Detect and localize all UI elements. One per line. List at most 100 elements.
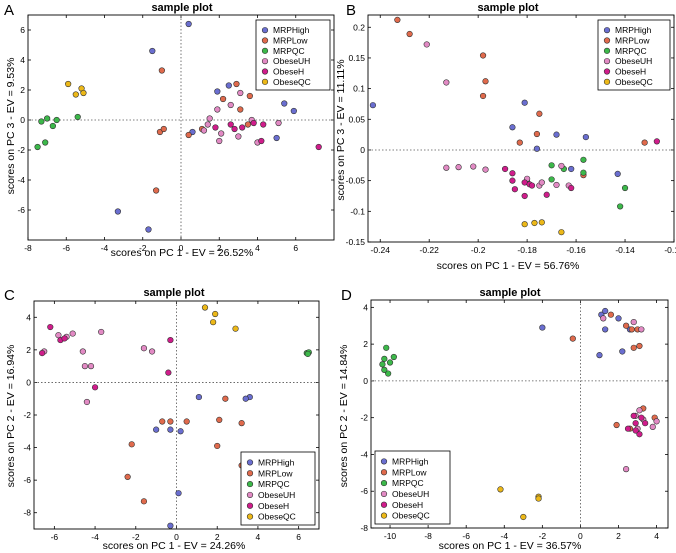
data-point-obeseuh: [200, 127, 208, 134]
data-point-mrpqc: [580, 156, 587, 163]
data-point-mrphigh: [553, 131, 560, 138]
legend-box: [240, 451, 316, 526]
data-point-mrpqc: [385, 370, 392, 377]
legend-label-mrphigh: MRPHigh: [392, 456, 429, 466]
data-point-mrplow: [607, 311, 614, 318]
panel-a-xlabel: scores on PC 1 - EV = 26.52%: [111, 247, 254, 259]
data-point-mrplow: [613, 421, 620, 429]
data-point-mrplow: [219, 95, 227, 103]
data-point-mrplow: [636, 342, 643, 350]
data-point-obeseuh: [443, 79, 450, 86]
data-point-mrplow: [406, 30, 413, 38]
legend-label-mrphigh: MRPHigh: [258, 457, 295, 467]
legend-marker-obeseh: [246, 502, 254, 509]
data-point-obeseh: [509, 177, 516, 184]
x-tick-label: -0.16: [566, 245, 586, 255]
y-tick-label: 0.05: [348, 114, 365, 124]
data-point-mrplow: [183, 418, 190, 425]
data-point-obeseuh: [600, 315, 607, 322]
data-point-obeseqc: [201, 304, 209, 311]
x-tick-label: -10: [384, 531, 397, 541]
legend-label-mrplow: MRPLow: [258, 468, 293, 478]
panel-b-xlabel: scores on PC 1 - EV = 56.76%: [437, 260, 580, 272]
data-point-obeseh: [528, 182, 536, 189]
data-point-obeseuh: [227, 101, 234, 109]
data-point-obeseuh: [623, 466, 630, 473]
legend-label-obeseqc: ObeseQC: [258, 512, 296, 522]
legend-box: [374, 450, 451, 525]
legend-label-mrpqc: MRPQC: [273, 46, 305, 56]
data-point-mrplow: [222, 395, 229, 402]
legend-label-obeseuh: ObeseUH: [615, 56, 652, 66]
x-tick-label: -0.18: [517, 245, 537, 255]
data-point-obeseuh: [235, 133, 242, 140]
data-point-obeseh: [509, 170, 516, 177]
panel-b-ticks: -0.24 -0.22 -0.2 -0.18 -0.16 -0.14 -0.12 -0.15 -…: [346, 15, 676, 255]
legend-label-obeseh: ObeseH: [273, 67, 304, 77]
x-tick-label: -0.12: [664, 245, 676, 255]
y-tick-label: -0.1: [350, 206, 365, 216]
x-tick-label: -0.14: [615, 245, 635, 255]
legend-label-obeseuh: ObeseUH: [273, 56, 310, 66]
data-point-obeseqc: [212, 310, 219, 318]
data-point-mrpqc: [49, 122, 56, 130]
panel-c-title: sample plot: [143, 287, 204, 299]
panel-d: D sample plot scores on PC 1 - EV = 36.5…: [338, 287, 669, 552]
data-point-mrphigh: [114, 208, 121, 215]
data-point-obeseqc: [531, 219, 538, 227]
data-point-mrplow: [128, 441, 135, 448]
x-tick-label: 0: [179, 243, 184, 253]
panel-d-xlabel: scores on PC 1 - EV = 36.57%: [439, 540, 582, 552]
y-tick-label: -4: [23, 443, 31, 453]
y-tick-label: -6: [17, 205, 25, 215]
y-tick-label: 4: [363, 302, 368, 312]
panel-b: B sample plot scores on PC 1 - EV = 56.7…: [335, 2, 676, 272]
data-point-mrplow: [216, 416, 223, 423]
x-tick-label: -4: [91, 532, 99, 542]
data-point-obeseuh: [470, 163, 477, 170]
x-tick-label: -0.2: [471, 245, 486, 255]
data-point-mrphigh: [602, 307, 609, 315]
legend-marker-mrpqc: [603, 47, 611, 54]
y-tick-label: -0.05: [346, 176, 366, 186]
panel-letter-b: B: [346, 2, 356, 19]
data-point-mrphigh: [273, 134, 280, 142]
x-tick-label: -4: [500, 531, 508, 541]
y-tick-label: 0: [20, 115, 25, 125]
data-point-obeseuh: [69, 330, 76, 337]
data-point-mrphigh: [177, 428, 184, 435]
data-point-mrphigh: [242, 395, 249, 402]
panel-b-ylabel: scores on PC 3 - EV = 11.11%: [335, 59, 347, 200]
x-tick-label: -2: [539, 531, 547, 541]
data-point-mrplow: [159, 418, 166, 425]
data-point-mrplow: [536, 110, 543, 117]
data-point-mrphigh: [185, 20, 192, 28]
data-point-mrphigh: [533, 145, 541, 152]
x-tick-label: -8: [24, 243, 32, 253]
data-point-mrplow: [167, 418, 174, 425]
legend-label-obeseh: ObeseH: [615, 67, 646, 77]
data-point-obeseuh: [237, 89, 244, 97]
y-tick-label: -6: [360, 486, 368, 496]
data-point-obeseh: [501, 165, 509, 173]
data-point-obeseqc: [497, 486, 504, 493]
legend-box: [597, 19, 671, 91]
legend-label-mrplow: MRPLow: [273, 36, 308, 46]
data-point-obeseuh: [638, 326, 645, 333]
x-tick-label: -6: [51, 532, 59, 542]
data-point-obeseh: [568, 184, 575, 192]
data-point-mrplow: [153, 187, 160, 194]
data-point-obeseuh: [630, 318, 637, 326]
panel-a-ylabel: scores on PC 3 - EV = 9.53%: [5, 58, 17, 195]
y-tick-label: 0.15: [348, 53, 365, 63]
data-point-mrpqc: [38, 118, 45, 125]
x-tick-label: -0.22: [420, 245, 440, 255]
data-point-obeseh: [511, 186, 518, 193]
x-tick-label: -4: [101, 243, 109, 253]
data-point-mrpqc: [379, 361, 386, 368]
data-point-mrplow: [246, 92, 253, 100]
data-point-mrplow: [628, 326, 635, 333]
